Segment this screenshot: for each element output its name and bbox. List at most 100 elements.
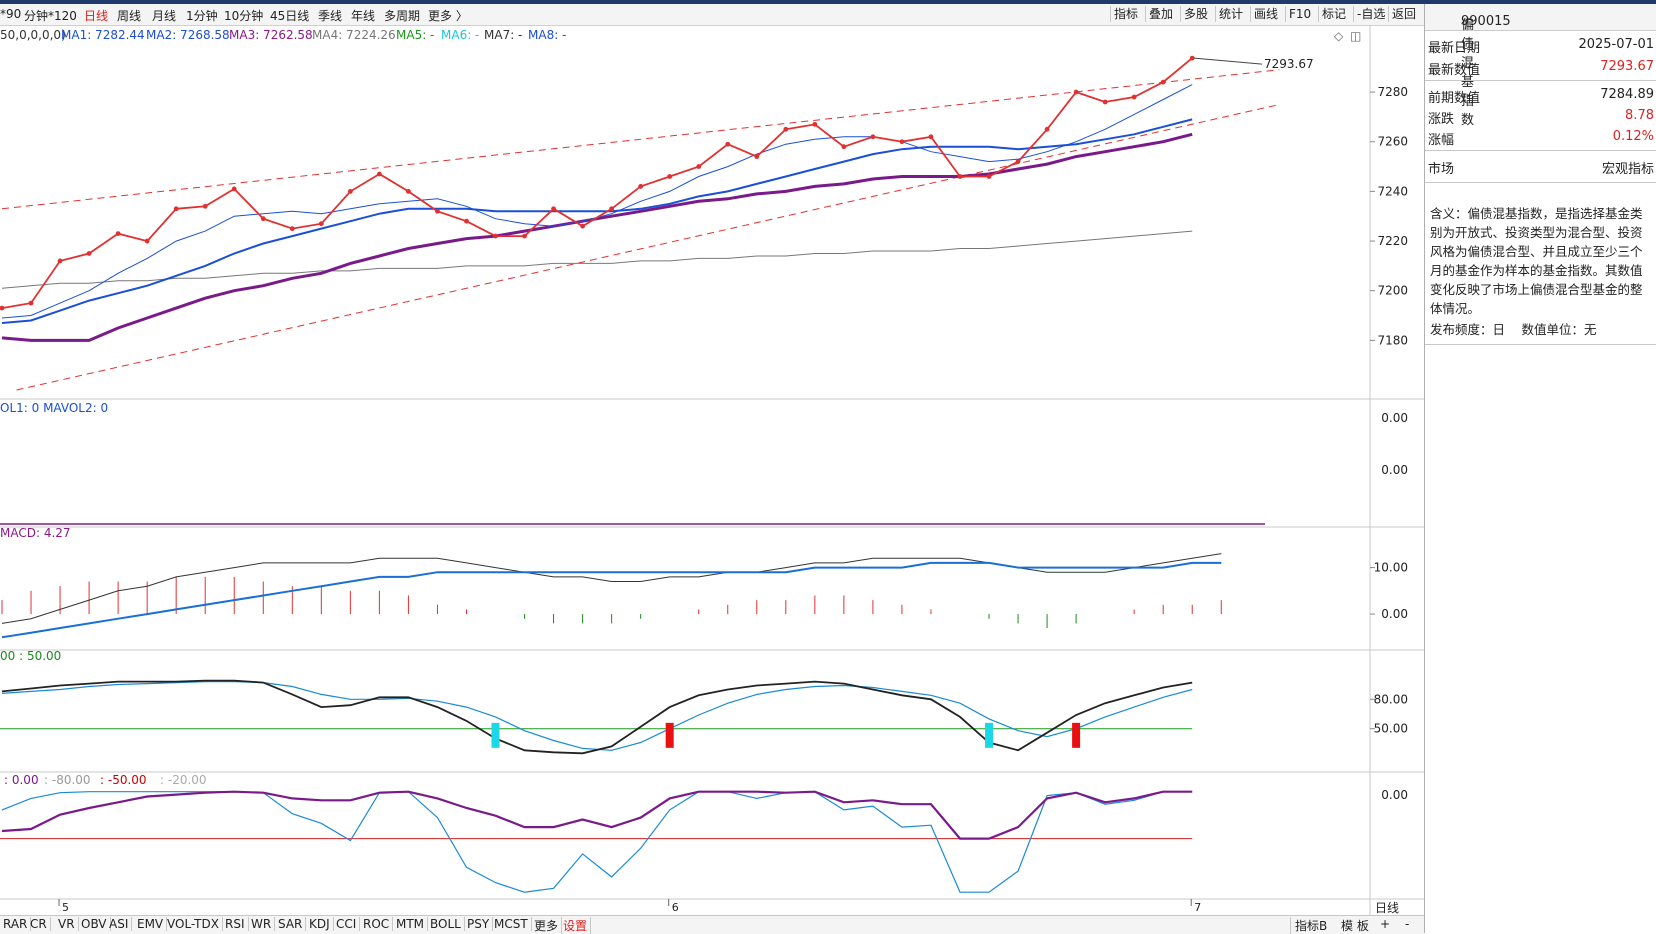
close-point [28, 300, 34, 306]
macd-dif-line [1, 553, 1222, 624]
period-min120[interactable]: 分钟*120 [24, 9, 77, 23]
indicator-tab-sar[interactable]: SAR [275, 917, 307, 931]
indicator-tab-rsi[interactable]: RSI [222, 917, 249, 931]
vol-tick-label: 0.00 [1381, 463, 1408, 477]
macd-label: MACD: 4.27 [0, 526, 71, 540]
price-series [0, 55, 1195, 342]
mark-button[interactable]: 标记 [1318, 6, 1349, 22]
back-button[interactable]: 返回 [1388, 6, 1419, 22]
period-quarterly[interactable]: 季线 [318, 9, 343, 23]
price-tick-label: 7240 [1377, 184, 1408, 198]
indicator-tab-wr[interactable]: WR [248, 917, 276, 931]
period-more[interactable]: 更多 〉 [428, 9, 468, 23]
indicator-button[interactable]: 指标 [1110, 6, 1141, 22]
close-point [696, 164, 702, 169]
close-point [144, 238, 150, 244]
price-tick-label: 7280 [1377, 85, 1408, 99]
price-axis: 7180 7200 7220 7240 7260 7280 [1370, 85, 1408, 347]
close-point [870, 134, 876, 140]
indicator-tab-cr[interactable]: CR [27, 917, 51, 931]
trend-line [16, 104, 1280, 391]
period-1min[interactable]: 1分钟 [186, 9, 218, 23]
draw-line-button[interactable]: 画线 [1250, 6, 1281, 22]
vol-tick-label: 0.00 [1381, 411, 1408, 425]
kdj-signal-marker [1072, 722, 1081, 748]
last-value-marker: 7293.67 [1194, 57, 1314, 71]
indicator-tab-vol-tdx[interactable]: VOL-TDX [164, 917, 223, 931]
period-weekly[interactable]: 周线 [117, 9, 142, 23]
kdj-signal-marker [985, 722, 994, 748]
indicator-tab-obv[interactable]: OBV [78, 917, 111, 931]
kdj-signal-marker [665, 722, 674, 748]
indicator-tab-emv[interactable]: EMV [134, 917, 168, 931]
kdj-signal-marker [491, 722, 500, 748]
period-axis-label: 日线 [1375, 901, 1399, 915]
overlay-button[interactable]: 叠加 [1145, 6, 1176, 22]
zoom-in-button[interactable]: + [1380, 917, 1391, 931]
pane-toggle-icon[interactable]: ◫ [1350, 29, 1361, 43]
ma-line-1 [1, 84, 1193, 319]
f10-button[interactable]: F10 [1285, 6, 1314, 22]
indicator-tab-psy[interactable]: PSY [464, 917, 494, 931]
ma7-label: MA7: - [484, 28, 522, 42]
close-point [289, 226, 295, 232]
close-point [86, 251, 92, 256]
close-point [783, 126, 789, 132]
price-tick-label: 7260 [1377, 135, 1408, 149]
wr1-line [1, 790, 1193, 840]
indicator-tab-kdj[interactable]: KDJ [306, 917, 334, 931]
indicator-tab-cci[interactable]: CCI [333, 917, 361, 931]
close-point [667, 174, 673, 179]
ma4-label: MA4: 7224.26 [312, 28, 396, 42]
indicator-tab-mcst[interactable]: MCST [491, 917, 532, 931]
close-point [0, 305, 5, 311]
indicator-tab-boll[interactable]: BOLL [427, 917, 465, 931]
price-tick-label: 7180 [1377, 333, 1408, 347]
macd-pane: 10.00 0.00 [1, 553, 1408, 639]
close-point [1102, 99, 1108, 105]
period-monthly[interactable]: 月线 [152, 9, 177, 23]
period-multi[interactable]: 多周期 [384, 9, 421, 23]
indicator-tab-更多[interactable]: 更多 [531, 917, 563, 934]
diamond-icon[interactable]: ◇ [1334, 29, 1344, 43]
date-tick-label: 6 [672, 901, 679, 914]
indicator-tab-asi[interactable]: ASI [106, 917, 133, 931]
ma8-label: MA8: - [528, 28, 566, 42]
zoom-out-button[interactable]: - [1405, 917, 1410, 931]
panel-title: 990015 偏债混基指数 [1425, 4, 1656, 128]
indicator-b-button[interactable]: 指标B [1290, 917, 1331, 934]
indicator-tab-roc[interactable]: ROC [360, 917, 394, 931]
wr2-line [1, 791, 1193, 893]
close-point [1044, 126, 1050, 132]
close-point [522, 233, 527, 239]
close-point [318, 221, 324, 227]
release-frequency: 发布频度：日 数值单位：无 [1430, 322, 1597, 337]
last-value-label: 7293.67 [1264, 57, 1314, 71]
indicator-tab-rar[interactable]: RAR [0, 917, 32, 931]
period-90[interactable]: *90 [0, 7, 22, 21]
indicator-tab-vr[interactable]: VR [55, 917, 79, 931]
period-10min[interactable]: 10分钟 [224, 9, 264, 23]
close-point [1015, 159, 1021, 164]
date-axis: 5 6 7 [58, 899, 1201, 914]
row-prev-value: 前期数值 7284.89 [1428, 87, 1654, 106]
close-point [173, 206, 179, 212]
stats-button[interactable]: 统计 [1215, 6, 1246, 22]
multi-stock-button[interactable]: 多股 [1180, 6, 1211, 22]
period-yearly[interactable]: 年线 [351, 9, 376, 23]
template-button[interactable]: 模 板 [1341, 919, 1369, 933]
indicator-tab-设置[interactable]: 设置 [560, 917, 592, 934]
chart-area[interactable]: 50,0,0,0,0) MA1: 7282.44 MA2: 7268.58 MA… [0, 26, 1424, 915]
ma6-label: MA6: - [441, 28, 479, 42]
close-point [376, 171, 382, 177]
indicator-tab-mtm[interactable]: MTM [393, 917, 429, 931]
remove-watchlist-button[interactable]: -自选 [1353, 6, 1388, 22]
period-daily[interactable]: 日线 [84, 9, 109, 23]
macd-tick-label: 0.00 [1381, 607, 1408, 621]
wr-label-1: : 0.00 [4, 773, 39, 787]
wr-pane: 0.00 [0, 788, 1408, 893]
close-point [754, 154, 760, 160]
row-market: 市场 宏观指标 [1428, 162, 1654, 177]
period-45day[interactable]: 45日线 [270, 9, 310, 23]
date-tick-label: 7 [1194, 901, 1201, 914]
